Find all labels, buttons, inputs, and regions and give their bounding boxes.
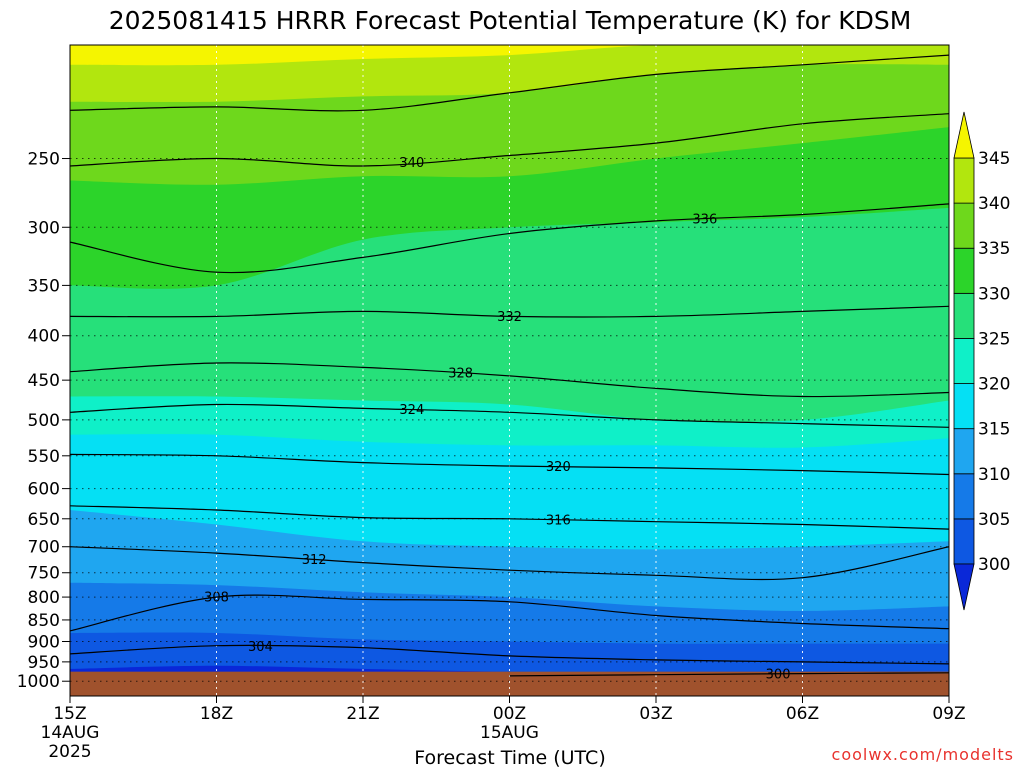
contour-324 (70, 403, 949, 428)
y-tick-label-800: 800 (28, 588, 60, 608)
y-tick-label-350: 350 (28, 276, 60, 296)
contour-labels: 300 304 308 312 316 320 324 328 332 336 340 (204, 156, 790, 682)
x-axis-label: Forecast Time (UTC) (414, 747, 605, 768)
contour-label-304: 304 (248, 640, 273, 655)
colorbar-box-0 (953, 518, 975, 565)
contour-328 (70, 362, 949, 398)
colorbar-box-5 (953, 292, 975, 339)
contour-label-332: 332 (497, 310, 522, 325)
credit-text: coolwx.com/modelts (832, 745, 1014, 764)
contour-label-300: 300 (766, 667, 791, 682)
contour-340 (70, 113, 949, 167)
x-tick-label-2: 21Z (346, 704, 379, 724)
x-tick-sublabel-3-0: 15AUG (480, 723, 539, 743)
y-tick-label-850: 850 (28, 611, 60, 631)
y-tick-label-950: 950 (28, 653, 60, 673)
colorbar-label-340: 340 (978, 194, 1010, 214)
y-tick-label-500: 500 (28, 411, 60, 431)
colorbar-box-3 (953, 383, 975, 430)
x-tick-label-6: 09Z (932, 704, 965, 724)
colorbar-label-310: 310 (978, 465, 1010, 485)
y-tick-label-1000: 1000 (17, 672, 60, 692)
plot-area: 300 304 308 312 316 320 324 328 332 336 340 (69, 44, 950, 697)
contour-label-316: 316 (546, 513, 571, 528)
colorbar-label-305: 305 (978, 510, 1010, 530)
chart-title: 2025081415 HRRR Forecast Potential Tempe… (109, 6, 912, 35)
contour-label-312: 312 (302, 553, 327, 568)
contour-label-324: 324 (399, 403, 424, 418)
y-tick-label-650: 650 (28, 510, 60, 530)
contour-344 (70, 54, 949, 112)
filled-contours (70, 45, 949, 696)
x-tick-label-4: 03Z (639, 704, 672, 724)
y-tick-label-400: 400 (28, 327, 60, 347)
contour-316 (70, 505, 949, 530)
grid-lines (70, 45, 949, 696)
contour-lines (70, 54, 949, 677)
colorbar-label-325: 325 (978, 329, 1010, 349)
colorbar-box-7 (953, 202, 975, 249)
x-tick-label-3: 00Z (493, 704, 526, 724)
contour-332 (70, 305, 949, 318)
y-tick-label-600: 600 (28, 480, 60, 500)
contour-label-328: 328 (448, 367, 473, 382)
colorbar-label-300: 300 (978, 555, 1010, 575)
x-tick-sublabel-0-1: 2025 (48, 742, 91, 762)
y-tick-label-450: 450 (28, 371, 60, 391)
y-tick-label-700: 700 (28, 538, 60, 558)
contour-300 (509, 672, 949, 677)
contour-label-320: 320 (546, 460, 571, 475)
contour-336 (70, 203, 949, 274)
y-tick-label-900: 900 (28, 632, 60, 652)
colorbar: 300 305 310 315 320 325 330 335 340 345 (953, 111, 1010, 611)
x-tick-sublabel-0-0: 14AUG (41, 723, 100, 743)
colorbar-label-315: 315 (978, 420, 1010, 440)
colorbar-box-6 (953, 247, 975, 294)
contour-308 (70, 594, 949, 632)
colorbar-label-345: 345 (978, 149, 1010, 169)
fill-band-9 (70, 45, 949, 66)
x-tick-label-0: 15Z (53, 704, 86, 724)
contour-label-340: 340 (399, 156, 424, 171)
contour-304 (70, 644, 949, 665)
colorbar-extend-high (953, 111, 975, 159)
y-tick-label-750: 750 (28, 564, 60, 584)
colorbar-box-8 (953, 157, 975, 204)
colorbar-label-330: 330 (978, 284, 1010, 304)
y-tick-label-300: 300 (28, 218, 60, 238)
colorbar-box-2 (953, 428, 975, 475)
contour-label-308: 308 (204, 591, 229, 606)
colorbar-label-320: 320 (978, 375, 1010, 395)
y-tick-label-550: 550 (28, 447, 60, 467)
y-tick-label-250: 250 (28, 150, 60, 170)
contour-312 (70, 546, 949, 581)
colorbar-box-4 (953, 338, 975, 384)
colorbar-label-335: 335 (978, 239, 1010, 259)
colorbar-extend-low (953, 563, 975, 611)
x-tick-label-5: 06Z (786, 704, 819, 724)
contour-320 (70, 453, 949, 476)
y-axis-ticks: 2503003504004505005506006507007508008509… (17, 150, 70, 692)
colorbar-box-1 (953, 473, 975, 520)
x-tick-label-1: 18Z (200, 704, 233, 724)
contour-label-336: 336 (692, 212, 717, 227)
